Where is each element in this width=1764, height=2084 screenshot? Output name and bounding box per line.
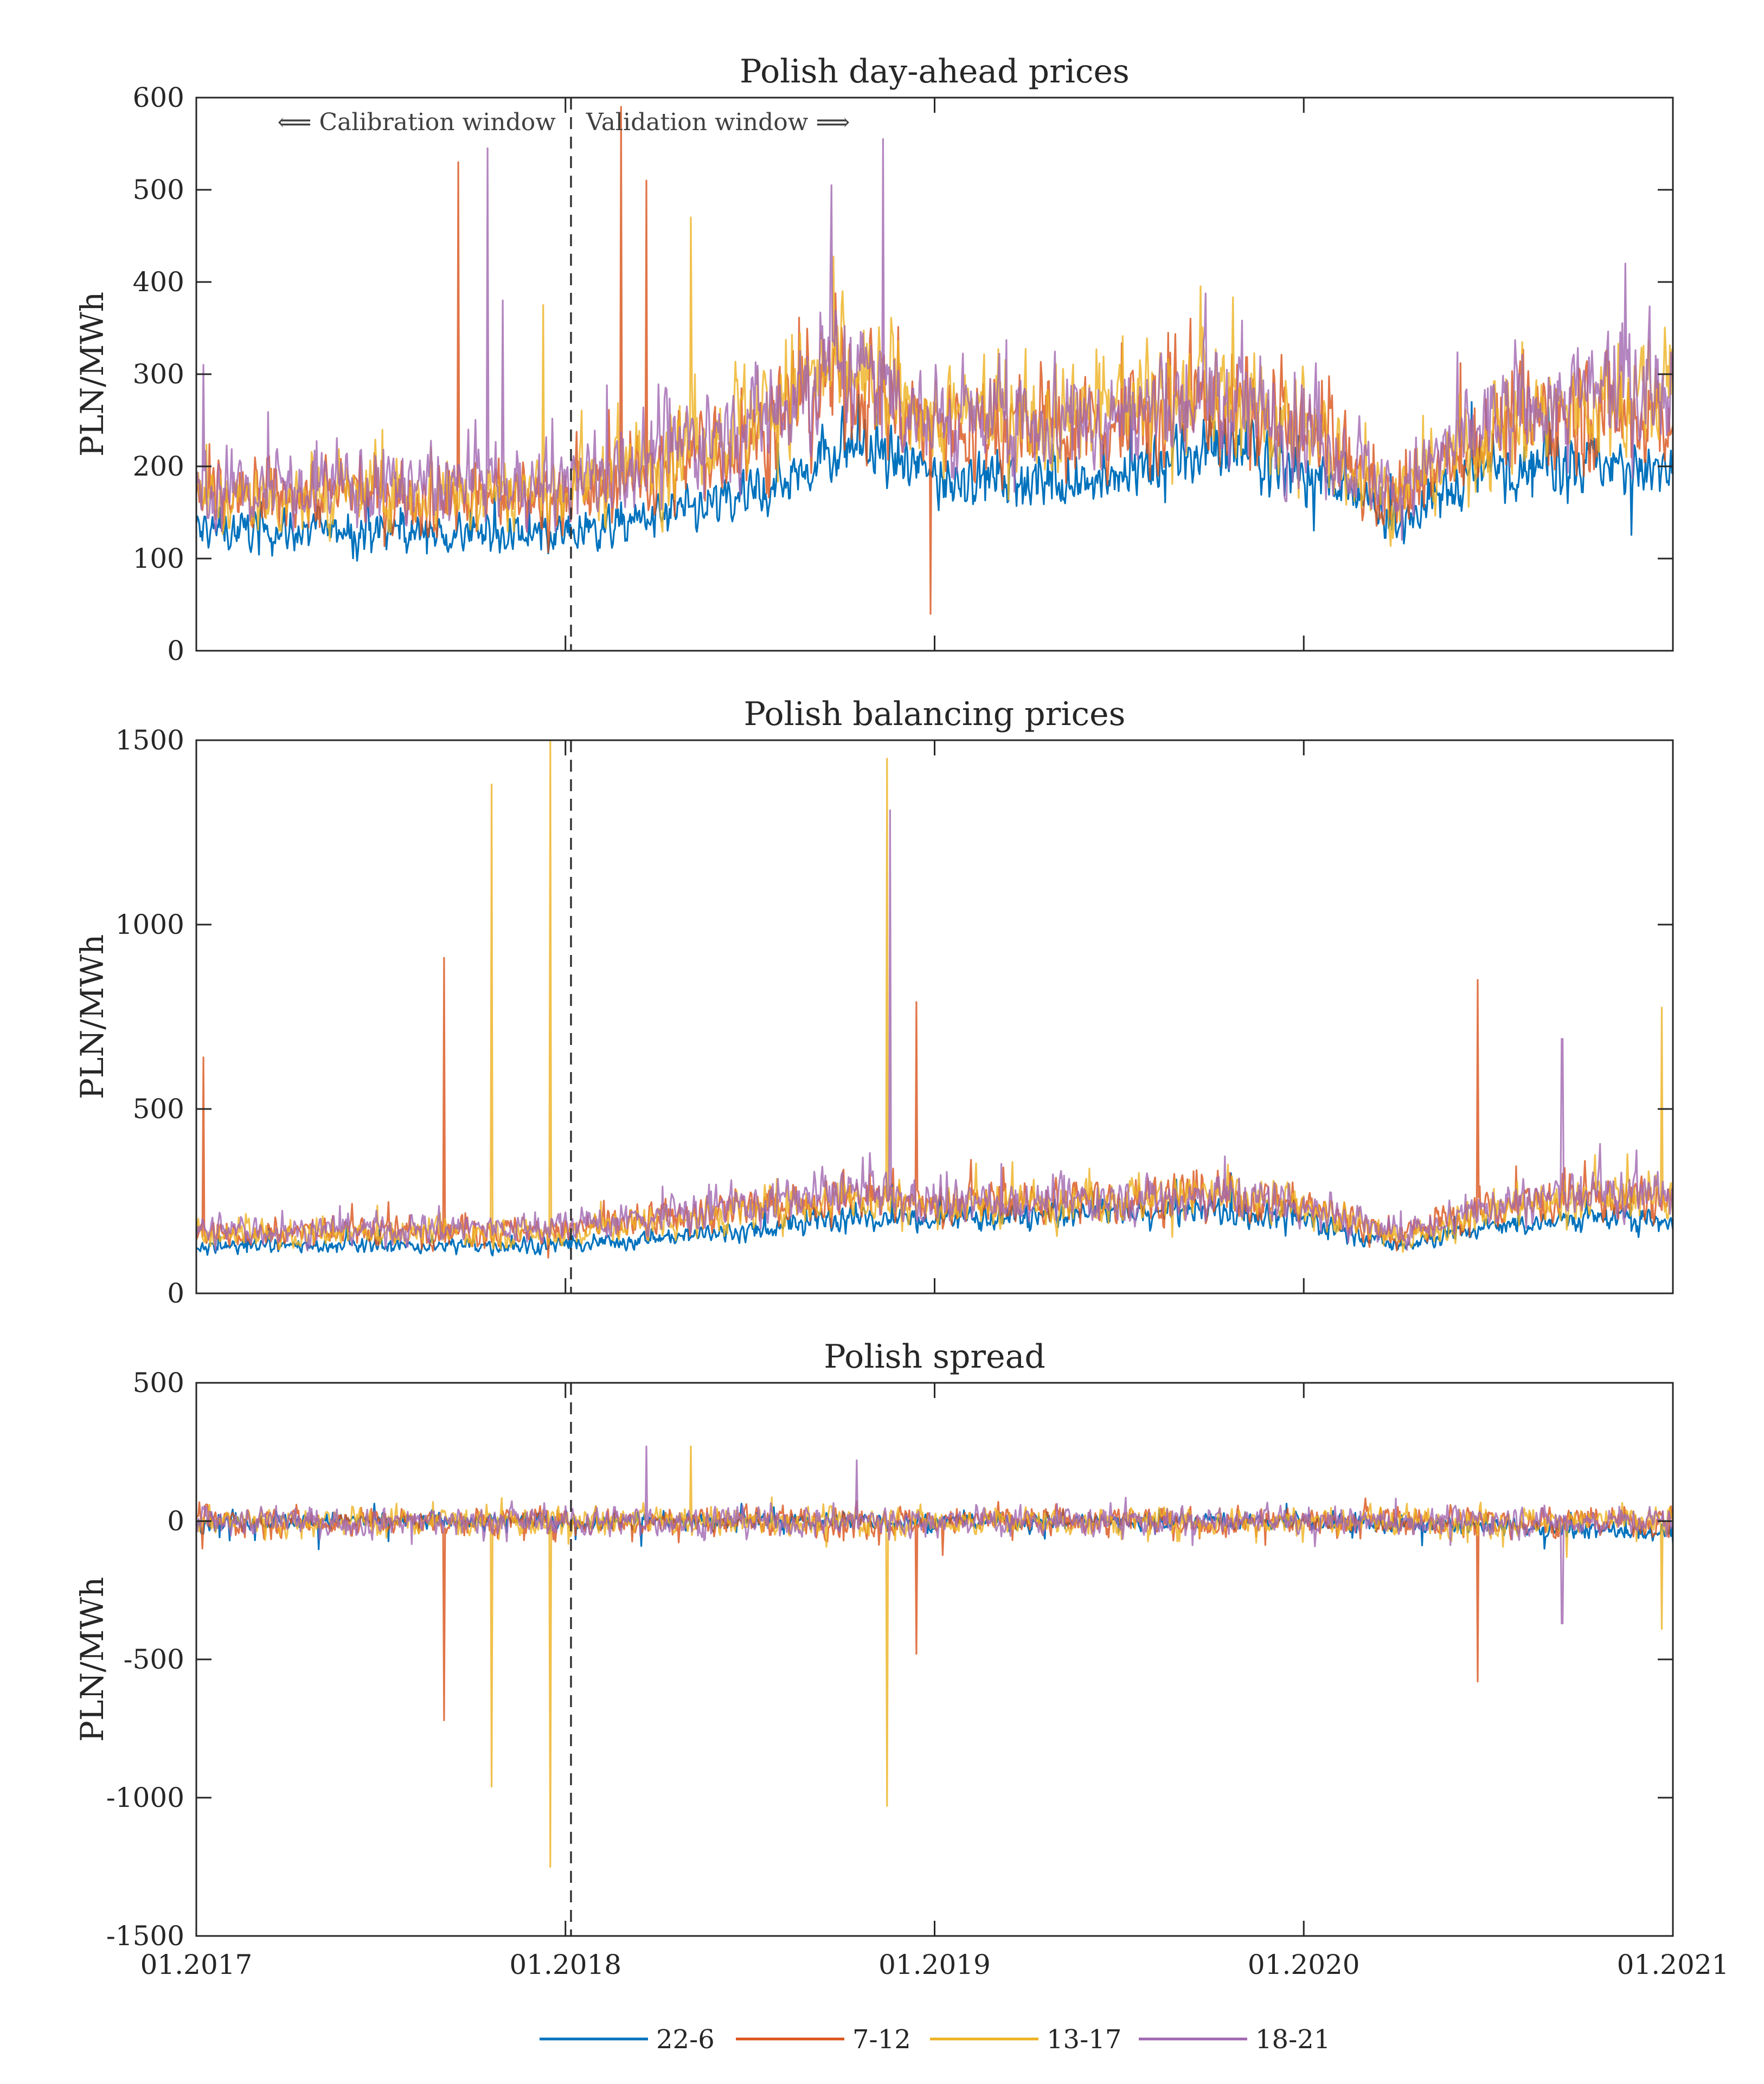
legend-item-13-17: 13-17 bbox=[930, 2024, 1121, 2055]
legend-label: 18-21 bbox=[1255, 2024, 1330, 2055]
series-line-18-21 bbox=[196, 809, 1673, 1252]
y-tick-label: -1500 bbox=[106, 1920, 184, 1952]
legend: 22-6 7-12 13-17 18-21 bbox=[540, 2024, 1330, 2055]
y-axis-label: PLN/MWh bbox=[74, 1577, 111, 1742]
series-group bbox=[196, 106, 1673, 615]
x-tick-label: 01.2018 bbox=[509, 1949, 621, 1980]
legend-label: 22-6 bbox=[656, 2024, 715, 2055]
calibration-window-label: ⟸ Calibration window bbox=[277, 108, 556, 136]
y-tick-label: 1000 bbox=[116, 909, 184, 940]
legend-item-22-6: 22-6 bbox=[540, 2024, 715, 2055]
x-tick-label: 01.2021 bbox=[1617, 1949, 1729, 1980]
y-tick-label: 500 bbox=[133, 1093, 184, 1125]
x-tick-label: 01.2020 bbox=[1248, 1949, 1360, 1980]
series-line-13-17 bbox=[196, 740, 1673, 1253]
series-group bbox=[196, 1445, 1673, 1868]
y-tick-label: 0 bbox=[167, 1505, 184, 1537]
series-line-18-21 bbox=[196, 1445, 1673, 1625]
legend-label: 13-17 bbox=[1047, 2024, 1121, 2055]
series-line-13-17 bbox=[196, 1445, 1673, 1868]
y-tick-label: 0 bbox=[167, 635, 184, 666]
y-tick-label: 500 bbox=[133, 1367, 184, 1399]
chart-title: Polish day-ahead prices bbox=[740, 53, 1130, 91]
validation-window-label: Validation window ⟹ bbox=[586, 108, 850, 136]
y-tick-label: 100 bbox=[133, 543, 184, 574]
series-line-18-21 bbox=[196, 138, 1673, 541]
y-tick-label: 400 bbox=[133, 266, 184, 298]
series-line-22-6 bbox=[196, 1172, 1673, 1256]
y-axis-label: PLN/MWh bbox=[74, 292, 111, 457]
chart-title: Polish spread bbox=[824, 1338, 1045, 1376]
series-group bbox=[196, 740, 1673, 1259]
x-tick-label: 01.2017 bbox=[140, 1949, 253, 1980]
y-tick-label: 1500 bbox=[116, 724, 184, 756]
y-tick-label: 600 bbox=[133, 82, 184, 113]
legend-item-18-21: 18-21 bbox=[1139, 2024, 1330, 2055]
chart-panel-2: Polish balancing prices PLN/MWh 0 500 1000 15… bbox=[74, 695, 1674, 1309]
chart-panel-3: Polish spread PLN/MWh -1500 -1000 -500 0 500 01… bbox=[74, 1338, 1729, 1980]
y-tick-label: 300 bbox=[133, 358, 184, 390]
y-tick-label: 200 bbox=[133, 451, 184, 482]
series-line-22-6 bbox=[196, 394, 1673, 562]
chart-panel-1: Polish day-ahead prices PLN/MWh 0 100 200 300… bbox=[74, 53, 1674, 666]
y-tick-label: -1000 bbox=[106, 1782, 184, 1813]
series-line-7-12 bbox=[196, 106, 1673, 615]
y-axis-label: PLN/MWh bbox=[74, 934, 111, 1099]
chart-title: Polish balancing prices bbox=[744, 695, 1126, 733]
y-tick-label: 0 bbox=[167, 1278, 184, 1309]
axes-box bbox=[195, 1382, 1674, 1937]
legend-label: 7-12 bbox=[852, 2024, 911, 2055]
x-tick-label: 01.2019 bbox=[878, 1949, 991, 1980]
y-tick-label: -500 bbox=[124, 1644, 184, 1675]
y-tick-label: 500 bbox=[133, 174, 184, 206]
legend-item-7-12: 7-12 bbox=[736, 2024, 911, 2055]
